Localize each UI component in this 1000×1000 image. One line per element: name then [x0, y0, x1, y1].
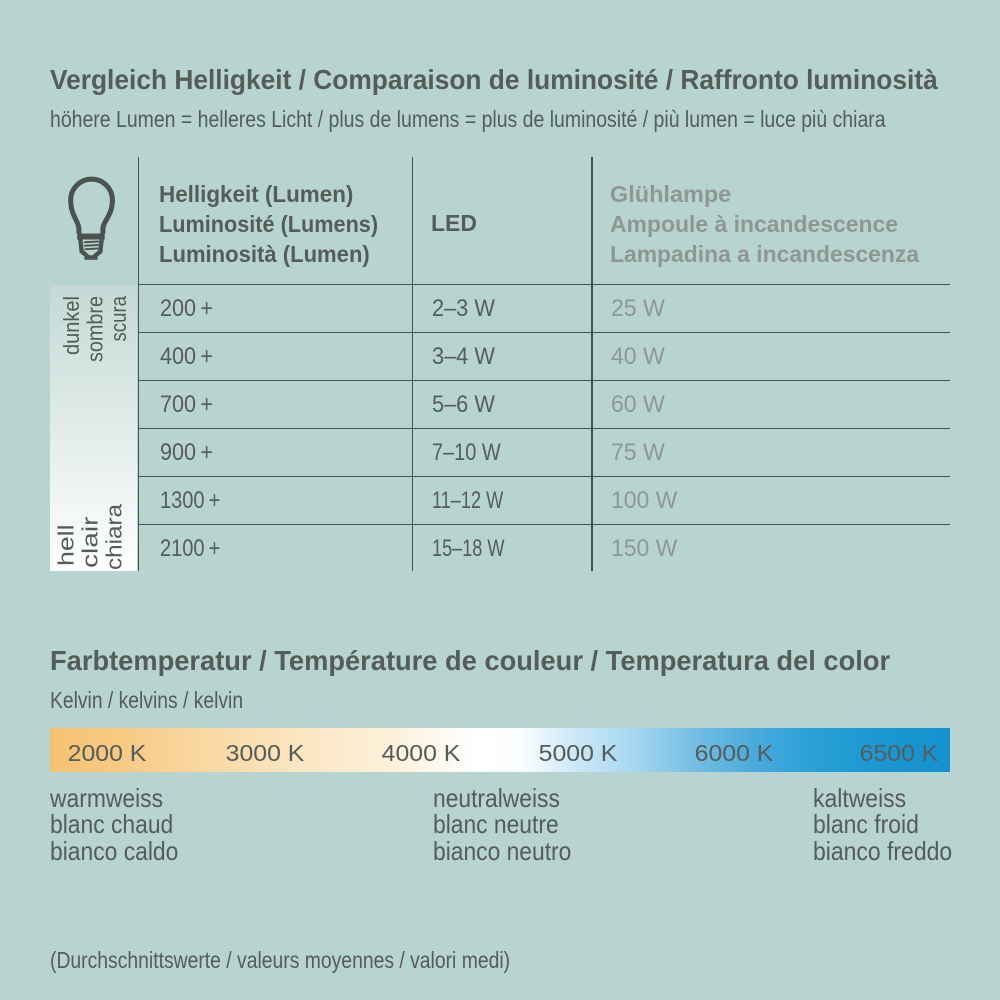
svg-text:sombre: sombre [83, 296, 108, 362]
svg-text:hell: hell [54, 525, 79, 567]
svg-text:scura: scura [106, 295, 131, 341]
svg-text:chiara: chiara [102, 503, 127, 570]
svg-text:clair: clair [78, 517, 103, 569]
svg-text:dunkel: dunkel [59, 296, 84, 355]
